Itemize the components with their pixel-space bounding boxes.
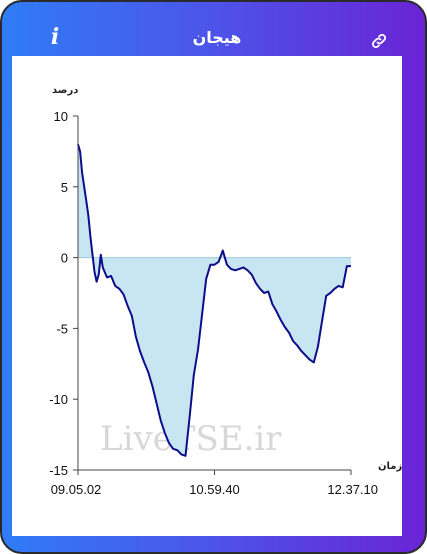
y-tick-label: 5 xyxy=(61,180,68,195)
info-icon[interactable]: i xyxy=(50,24,60,50)
y-tick-label: -10 xyxy=(49,392,68,407)
y-tick-label: -15 xyxy=(49,463,68,478)
series-area xyxy=(78,144,351,456)
y-axis-label: درصد xyxy=(52,85,78,96)
x-tick-label: 10.59.40 xyxy=(189,482,240,497)
y-tick-label: 0 xyxy=(61,251,68,266)
x-tick-label: 12.37.10 xyxy=(327,482,378,497)
watermark: LiveTSE.ir xyxy=(100,419,282,459)
plot-area: 10 5 0 -5 -10 -15 09.05.02 10.59.40 12.37.10 xyxy=(49,109,378,497)
chart-panel: درصد زمان LiveTSE.ir 10 5 0 -5 -10 -15 09.05.0… xyxy=(12,56,402,536)
series-line xyxy=(77,144,351,457)
y-tick-label: -5 xyxy=(56,321,68,336)
x-axis-label: زمان xyxy=(378,461,402,472)
page-title: هیجان xyxy=(192,28,242,47)
y-tick-label: 10 xyxy=(54,109,68,124)
chart: درصد زمان LiveTSE.ir 10 5 0 -5 -10 -15 09.05.0… xyxy=(49,85,402,497)
x-tick-label: 09.05.02 xyxy=(51,482,102,497)
link-icon[interactable] xyxy=(370,32,388,50)
header-bar: i هیجان xyxy=(2,2,425,56)
